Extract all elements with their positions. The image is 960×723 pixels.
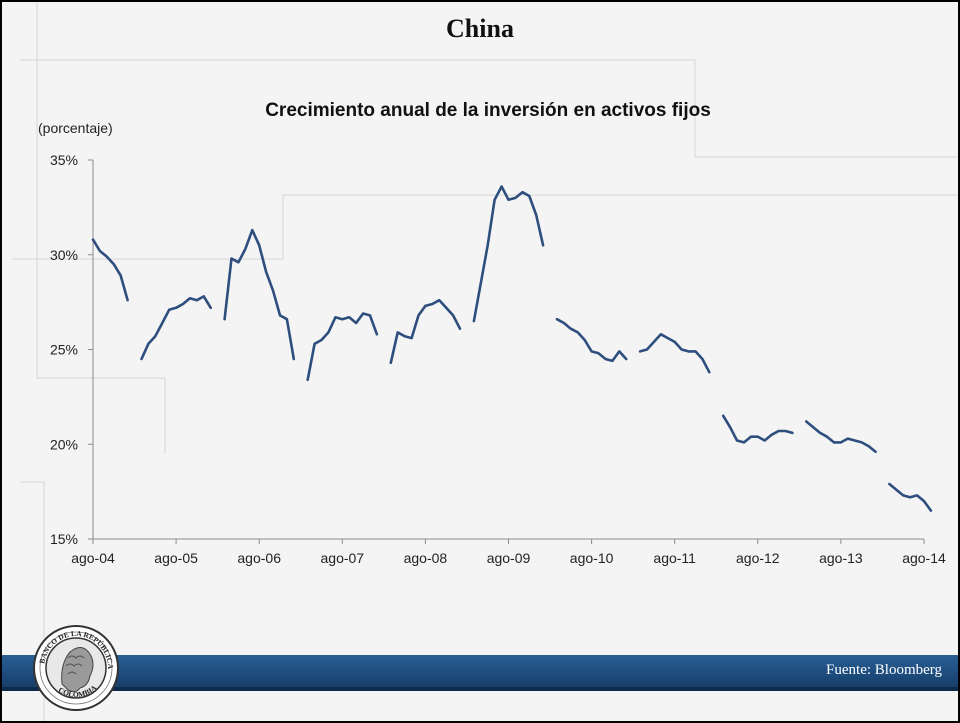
y-tick-label: 30% [50, 247, 78, 263]
series-line-segment [389, 298, 462, 365]
y-axis-unit-label: (porcentaje) [38, 120, 113, 136]
y-tick-label: 20% [50, 436, 78, 452]
series-line-segment [805, 420, 877, 454]
y-tick-label: 25% [50, 342, 78, 358]
x-tick-label: ago-14 [902, 550, 946, 566]
slide-title: China [446, 14, 514, 43]
x-tick-label: ago-04 [71, 550, 115, 566]
x-tick-label: ago-05 [154, 550, 198, 566]
series-line-segment [888, 482, 933, 512]
series-line-segment [140, 295, 212, 361]
background-decor [12, 2, 958, 721]
x-tick-label: ago-11 [653, 550, 696, 566]
chart-title: Crecimiento anual de la inversión en act… [265, 100, 711, 121]
series-line-segment [223, 228, 296, 361]
x-tick-label: ago-13 [819, 550, 863, 566]
banco-republica-seal-logo: BANCO DE LA REPÚBLICA COLOMBIA [33, 625, 119, 711]
x-tick-label: ago-08 [404, 550, 448, 566]
series-line-segment [91, 238, 129, 302]
y-axis-ticks: 35% 30% 25% 20% 15% [50, 152, 93, 547]
series-line-segment [472, 185, 545, 323]
footer-bar: Fuente: Bloomberg [2, 655, 958, 691]
series-line-segment [721, 414, 794, 444]
x-axis-ticks: ago-04 ago-05 ago-06 ago-07 ago-08 ago-09 ago-… [71, 539, 946, 566]
x-tick-label: ago-09 [487, 550, 531, 566]
x-tick-label: ago-06 [237, 550, 281, 566]
x-tick-label: ago-07 [321, 550, 365, 566]
x-tick-label: ago-10 [570, 550, 614, 566]
series-line-segment [306, 312, 379, 382]
y-tick-label: 35% [50, 152, 78, 168]
series-line-segment [555, 317, 628, 363]
series-line-segment [638, 333, 711, 374]
y-tick-label: 15% [50, 531, 78, 547]
series-lines [91, 185, 933, 512]
x-tick-label: ago-12 [736, 550, 780, 566]
axes [92, 160, 924, 540]
source-label: Fuente: Bloomberg [826, 662, 942, 678]
